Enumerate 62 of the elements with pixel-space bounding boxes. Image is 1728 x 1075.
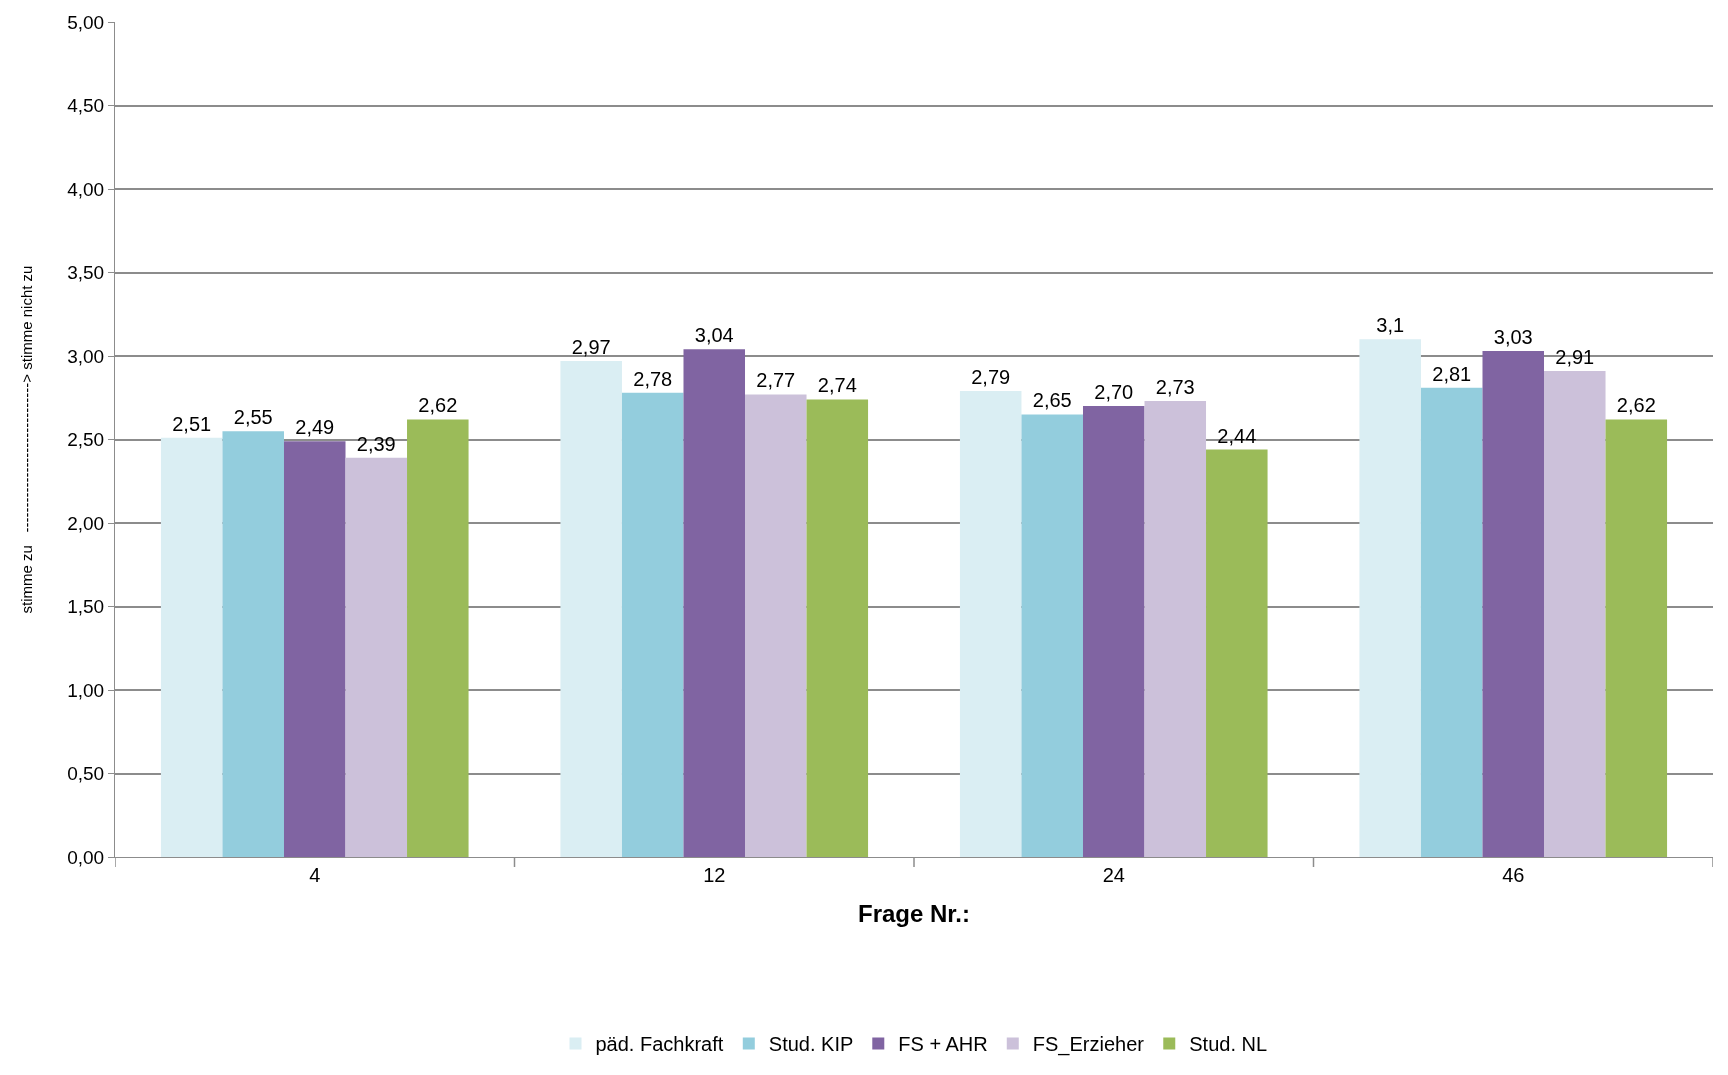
data-label: 2,74 (817, 374, 857, 397)
data-label: 2,70 (1094, 381, 1134, 404)
data-label: 2,73 (1155, 376, 1195, 399)
x-tick-label: 24 (1102, 864, 1125, 886)
x-tick-label: 4 (309, 864, 321, 886)
y-tick-label: 1,00 (67, 679, 105, 701)
bar (407, 419, 469, 857)
legend-label: FS_Erzieher (1032, 1033, 1145, 1057)
y-tick-label: 5,00 (67, 11, 105, 33)
bar (745, 394, 807, 857)
y-axis-title: stimme zu ------------------------------> stimme nicht zu (18, 265, 36, 614)
data-label: 2,65 (1032, 389, 1072, 412)
bar (1021, 414, 1083, 857)
data-label: 2,91 (1555, 346, 1595, 369)
legend-label: päd. Fachkraft (595, 1033, 724, 1056)
bar (1605, 419, 1668, 857)
y-tick-label: 3,50 (67, 262, 105, 284)
bar (683, 349, 746, 857)
bar (160, 437, 223, 857)
bar (1144, 401, 1207, 857)
data-label: 3,1 (1376, 314, 1405, 337)
data-label: 2,97 (571, 336, 611, 359)
data-label: 2,62 (1616, 394, 1656, 417)
legend-label: Stud. NL (1189, 1033, 1268, 1056)
y-tick-label: 1,50 (67, 596, 105, 618)
data-label: 2,77 (756, 369, 796, 392)
data-label: 2,79 (971, 366, 1011, 389)
bar (1482, 350, 1545, 857)
bar (1082, 406, 1145, 857)
data-label: 2,44 (1217, 424, 1257, 447)
data-label: 2,51 (172, 412, 212, 435)
bar (283, 441, 346, 857)
data-label: 3,03 (1493, 325, 1533, 348)
y-tick-label: 2,50 (67, 429, 105, 451)
y-tick-label: 2,00 (67, 512, 105, 534)
data-label: 2,62 (418, 394, 458, 417)
data-label: 2,55 (233, 406, 273, 429)
bar (959, 391, 1022, 857)
bar (1420, 387, 1483, 857)
bar (1544, 371, 1606, 857)
bar (222, 431, 284, 857)
data-label: 2,49 (295, 416, 335, 439)
bar (1206, 449, 1268, 857)
data-label: 2,81 (1432, 362, 1472, 385)
x-tick-label: 12 (703, 864, 726, 886)
data-label: 2,78 (633, 367, 673, 390)
y-tick-label: 4,00 (67, 178, 105, 200)
bar (345, 457, 408, 857)
y-tick-label: 0,00 (67, 846, 105, 868)
bar (1359, 339, 1421, 857)
x-axis-title: Frage Nr.: (857, 900, 971, 928)
y-tick-label: 0,50 (67, 763, 105, 785)
data-label: 2,39 (356, 432, 396, 455)
legend-label: FS + AHR (898, 1033, 988, 1056)
bar (806, 399, 869, 857)
x-tick-label: 46 (1502, 864, 1525, 886)
bar (621, 392, 684, 857)
data-label: 3,04 (694, 324, 734, 347)
y-tick-label: 4,50 (67, 95, 105, 117)
legend-label: Stud. KIP (768, 1033, 854, 1056)
y-tick-label: 3,00 (67, 345, 105, 367)
bar (560, 361, 622, 857)
